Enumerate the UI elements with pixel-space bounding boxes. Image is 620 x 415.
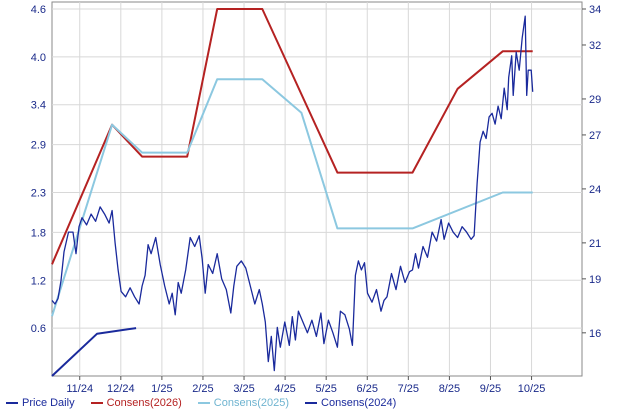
right-axis: 16 19 21 24 27 29 32 34 bbox=[582, 4, 601, 340]
left-tick-label: 0.6 bbox=[31, 323, 46, 335]
x-tick-label: 12/24 bbox=[107, 383, 135, 395]
right-tick-label: 24 bbox=[589, 184, 601, 196]
x-tick-label: 10/25 bbox=[518, 383, 546, 395]
legend-swatch bbox=[6, 402, 18, 404]
legend-label: Consens(2025) bbox=[213, 397, 290, 409]
legend: Price Daily Consens(2026) Consens(2025) Con… bbox=[0, 394, 620, 412]
x-axis: 11/24 12/24 1/25 2/25 3/25 4/25 5/25 6/25 7/25 8/… bbox=[66, 376, 545, 395]
x-tick-label: 1/25 bbox=[151, 383, 172, 395]
series-lines bbox=[51, 8, 534, 377]
right-tick-label: 29 bbox=[589, 94, 601, 106]
legend-item: Consens(2026) bbox=[90, 397, 182, 409]
right-tick-label: 16 bbox=[589, 328, 601, 340]
left-tick-label: 4.6 bbox=[31, 4, 46, 16]
legend-label: Consens(2024) bbox=[321, 397, 397, 409]
x-tick-label: 8/25 bbox=[439, 383, 460, 395]
left-tick-label: 4.0 bbox=[31, 52, 46, 64]
right-tick-label: 34 bbox=[589, 4, 601, 16]
right-tick-label: 19 bbox=[589, 274, 601, 286]
left-tick-label: 1.2 bbox=[31, 275, 46, 287]
left-tick-label: 2.3 bbox=[31, 188, 46, 200]
horizontal-gridlines bbox=[52, 8, 582, 329]
series-line-consens-2026 bbox=[51, 8, 533, 265]
legend-item: Price Daily bbox=[6, 397, 75, 409]
left-tick-label: 2.9 bbox=[31, 140, 46, 152]
x-tick-label: 4/25 bbox=[274, 383, 295, 395]
series-line-price-daily bbox=[51, 15, 534, 372]
left-tick-label: 1.8 bbox=[31, 227, 46, 239]
x-tick-label: 9/25 bbox=[480, 383, 501, 395]
legend-item: Consens(2025) bbox=[197, 397, 290, 409]
right-tick-label: 27 bbox=[589, 130, 601, 142]
left-tick-label: 3.4 bbox=[31, 100, 46, 112]
x-tick-label: 7/25 bbox=[398, 383, 419, 395]
series-line-consens-2025 bbox=[51, 78, 533, 317]
right-tick-label: 21 bbox=[589, 238, 601, 250]
legend-swatch bbox=[197, 402, 210, 404]
right-tick-label: 32 bbox=[589, 40, 601, 52]
x-tick-label: 5/25 bbox=[315, 383, 336, 395]
x-tick-label: 2/25 bbox=[192, 383, 213, 395]
legend-swatch bbox=[90, 402, 103, 404]
x-tick-label: 3/25 bbox=[233, 383, 254, 395]
x-tick-label: 11/24 bbox=[66, 383, 93, 395]
legend-swatch bbox=[305, 402, 318, 404]
legend-label: Consens(2026) bbox=[106, 397, 182, 409]
left-axis: 0.6 1.2 1.8 2.3 2.9 3.4 4.0 4.6 bbox=[31, 4, 46, 335]
vertical-gridlines bbox=[79, 2, 533, 376]
legend-item: Consens(2024) bbox=[305, 397, 396, 409]
plot-area bbox=[51, 1, 583, 377]
legend-label: Price Daily bbox=[22, 397, 75, 409]
series-line-consens-2024 bbox=[51, 327, 137, 377]
x-tick-label: 6/25 bbox=[357, 383, 378, 395]
